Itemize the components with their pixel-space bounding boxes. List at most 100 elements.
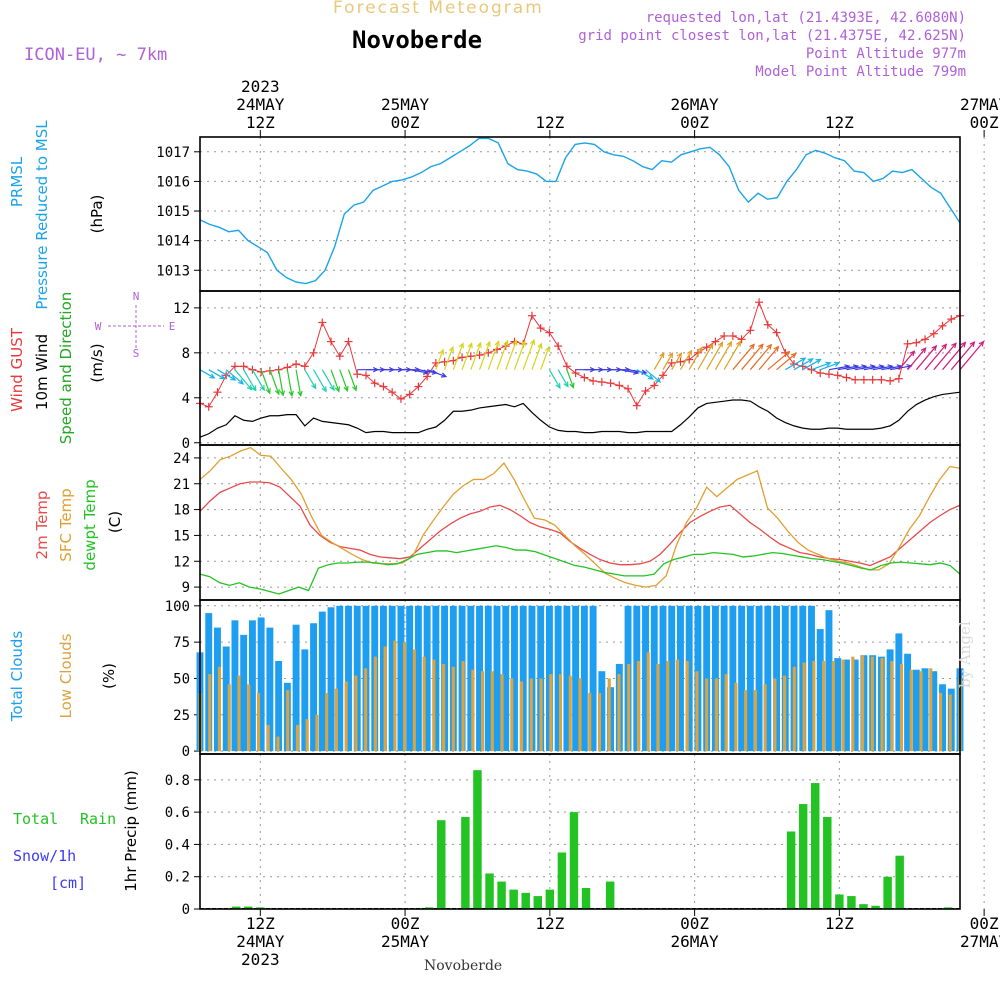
wind-arrow-shaft	[295, 369, 302, 396]
footer-location: Novoberde	[424, 958, 503, 974]
total-cloud-bar-74	[842, 659, 850, 752]
wind-arrow-head	[726, 340, 733, 348]
low-cloud-bar-77	[948, 694, 952, 752]
low-cloud-bar-8	[276, 736, 280, 752]
ytick-label-2-0: 9	[182, 580, 190, 596]
low-cloud-bar-58	[763, 684, 767, 752]
wind-arrow-head	[659, 352, 665, 359]
cloud-label-total: Total Clouds	[8, 631, 26, 723]
wind-arrow-67	[784, 357, 807, 371]
wind-arrow-head	[439, 348, 445, 355]
wind-arrow-14	[321, 369, 335, 392]
wind-arrow-shaft	[933, 342, 957, 371]
ytick-label-4-4: 0.8	[165, 773, 190, 789]
wind-arrow-head	[503, 339, 509, 347]
wind-arrow-50	[636, 369, 654, 380]
wind-arrow-head	[238, 379, 245, 385]
low-cloud-bar-43	[617, 674, 621, 752]
wind-arrow-head	[773, 345, 780, 352]
compass-e: E	[169, 320, 176, 333]
low-cloud-bar-51	[695, 671, 699, 752]
wind-arrow-shaft	[741, 344, 764, 371]
total-cloud-bar-84	[930, 671, 938, 752]
low-cloud-bar-17	[364, 668, 368, 752]
wind-label-gust: Wind GUST	[8, 327, 26, 412]
pressure-unit: (hPa)	[88, 195, 106, 234]
low-cloud-bar-9	[286, 690, 290, 752]
model-altitude: Model Point Altitude 799m	[755, 64, 966, 80]
total-cloud-bar-56	[685, 605, 693, 752]
wind-speed-line	[199, 391, 961, 438]
wind-arrow-head	[920, 347, 927, 354]
low-cloud-bar-48	[666, 661, 670, 752]
gust-marker-86	[947, 315, 956, 324]
gust-marker-60	[720, 331, 729, 340]
low-cloud-bar-1	[208, 674, 212, 752]
rain-bar-2	[256, 907, 265, 909]
rain-bar-22	[823, 816, 832, 909]
low-cloud-bar-30	[490, 671, 494, 752]
low-cloud-bar-53	[714, 678, 718, 752]
wind-arrow-54	[671, 352, 682, 370]
wind-arrow-head	[321, 386, 327, 393]
pressure-label-prmsl: PRMSL	[8, 156, 26, 207]
wind-arrow-shaft	[286, 369, 293, 396]
wind-arrow-84	[933, 342, 957, 371]
wind-arrow-shaft	[487, 341, 500, 370]
total-cloud-bar-14	[318, 611, 326, 752]
ytick-label-0-0: 1013	[156, 263, 190, 279]
wind-arrow-shaft	[251, 369, 265, 391]
ytick-label-0-3: 1016	[156, 174, 190, 190]
gust-marker-40	[545, 328, 554, 337]
wind-arrow-shaft	[679, 350, 692, 370]
gust-marker-80	[894, 374, 903, 383]
wind-arrow-head	[458, 342, 465, 349]
low-cloud-bar-25	[442, 663, 446, 752]
xlabel-top-5-0: 27MAY	[960, 95, 1000, 114]
low-cloud-bar-34	[529, 678, 533, 752]
total-cloud-bar-34	[493, 605, 501, 752]
rain-bar-1	[244, 906, 253, 909]
rain-bar-18	[605, 881, 615, 909]
rain-bar-10	[509, 889, 518, 909]
total-cloud-bar-50	[633, 605, 641, 752]
low-cloud-bar-60	[783, 675, 787, 752]
gust-marker-31	[466, 352, 475, 361]
low-cloud-bar-44	[627, 663, 631, 752]
wind-arrow-shaft	[811, 362, 831, 371]
low-cloud-bar-27	[461, 661, 465, 752]
gust-marker-79	[886, 376, 895, 385]
wind-label-10m: 10m Wind	[33, 334, 51, 410]
wind-unit: (m/s)	[88, 343, 106, 382]
gridpoint-coords: grid point closest lon,lat (21.4375E, 42…	[578, 28, 966, 44]
total-cloud-bar-71	[816, 629, 824, 752]
rain-bar-4	[437, 820, 446, 909]
ytick-label-0-4: 1017	[156, 145, 190, 161]
gust-marker-25	[414, 382, 423, 391]
wind-arrow-head	[297, 390, 303, 398]
wind-arrow-shaft	[269, 369, 280, 395]
ytick-label-1-1: 4	[182, 391, 190, 407]
gust-marker-43	[571, 369, 580, 378]
total-cloud-bar-53	[659, 605, 667, 752]
wind-arrow-39	[540, 345, 550, 370]
requested-coords: requested lon,lat (21.4393E, 42.6080N)	[645, 10, 966, 26]
wind-arrow-head	[668, 352, 674, 359]
low-cloud-bar-29	[481, 671, 485, 752]
xlabel-top-3-0: 26MAY	[671, 95, 720, 114]
compass-n: N	[133, 290, 140, 303]
wind-arrow-shaft	[470, 342, 482, 370]
total-cloud-bar-2	[214, 627, 221, 752]
wind-arrow-2	[217, 369, 237, 381]
ytick-label-1-2: 8	[182, 346, 190, 362]
wind-arrow-head	[800, 357, 807, 363]
point-altitude: Point Altitude 977m	[805, 46, 966, 62]
xlabel-top-5-1: 00Z	[970, 113, 999, 132]
wind-arrow-15	[330, 369, 341, 393]
gust-marker-21	[379, 382, 388, 391]
low-cloud-bar-61	[792, 666, 796, 752]
wind-arrow-head	[529, 338, 536, 346]
total-cloud-bar-82	[912, 669, 920, 752]
low-cloud-bar-50	[685, 661, 689, 752]
total-cloud-bar-81	[904, 653, 912, 752]
